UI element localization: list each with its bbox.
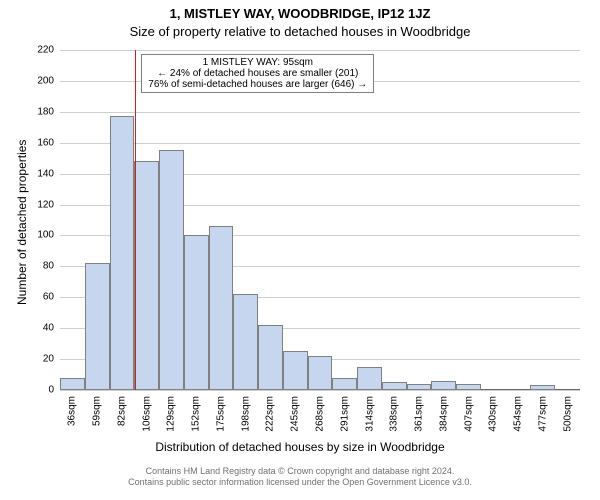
x-tick-label: 384sqm <box>438 396 449 432</box>
y-tick-label: 40 <box>43 323 54 334</box>
y-tick-label: 160 <box>37 137 54 148</box>
histogram-bar <box>209 226 234 390</box>
x-tick-label: 291sqm <box>339 396 350 432</box>
x-tick-label: 338sqm <box>389 396 400 432</box>
x-tick-label: 129sqm <box>166 396 177 432</box>
x-axis-label: Distribution of detached houses by size … <box>0 440 600 454</box>
histogram-bar <box>530 385 555 390</box>
x-tick-label: 152sqm <box>191 396 202 432</box>
x-tick-label: 500sqm <box>562 396 573 432</box>
x-tick-label: 407sqm <box>463 396 474 432</box>
annotation-line: 1 MISTLEY WAY: 95sqm <box>148 57 367 68</box>
x-tick-label: 222sqm <box>265 396 276 432</box>
y-tick-label: 0 <box>48 385 54 396</box>
histogram-bar <box>134 161 159 390</box>
plot-area: 02040608010012014016018020022036sqm59sqm… <box>60 50 580 390</box>
histogram-bar <box>159 150 184 390</box>
histogram-bar <box>283 351 308 390</box>
histogram-bar <box>184 235 209 390</box>
footer: Contains HM Land Registry data © Crown c… <box>0 466 600 489</box>
x-tick-label: 36sqm <box>67 396 78 426</box>
grid-line <box>60 143 580 144</box>
histogram-bar <box>308 356 333 390</box>
x-tick-label: 82sqm <box>116 396 127 426</box>
footer-line2: Contains public sector information licen… <box>0 477 600 488</box>
y-axis-label: Number of detached properties <box>15 140 29 305</box>
histogram-bar <box>60 378 85 390</box>
x-tick-label: 361sqm <box>414 396 425 432</box>
histogram-bar <box>258 325 283 390</box>
y-tick-label: 220 <box>37 45 54 56</box>
x-tick-label: 175sqm <box>215 396 226 432</box>
x-tick-label: 314sqm <box>364 396 375 432</box>
y-tick-label: 80 <box>43 261 54 272</box>
footer-line1: Contains HM Land Registry data © Crown c… <box>0 466 600 477</box>
y-tick-label: 20 <box>43 354 54 365</box>
y-tick-label: 180 <box>37 106 54 117</box>
histogram-bar <box>110 116 135 390</box>
x-tick-label: 454sqm <box>513 396 524 432</box>
title-address: 1, MISTLEY WAY, WOODBRIDGE, IP12 1JZ <box>0 6 600 21</box>
y-tick-label: 60 <box>43 292 54 303</box>
y-tick-label: 200 <box>37 75 54 86</box>
x-tick-label: 430sqm <box>488 396 499 432</box>
histogram-bar <box>431 381 456 390</box>
x-tick-label: 477sqm <box>537 396 548 432</box>
grid-line <box>60 50 580 51</box>
annotation-box: 1 MISTLEY WAY: 95sqm← 24% of detached ho… <box>141 54 374 93</box>
histogram-bar <box>332 378 357 390</box>
x-tick-label: 198sqm <box>240 396 251 432</box>
property-marker-line <box>135 50 136 390</box>
annotation-line: 76% of semi-detached houses are larger (… <box>148 79 367 90</box>
histogram-bar <box>407 384 432 390</box>
grid-line <box>60 112 580 113</box>
x-tick-label: 245sqm <box>290 396 301 432</box>
x-tick-label: 268sqm <box>315 396 326 432</box>
title-sub: Size of property relative to detached ho… <box>0 24 600 39</box>
histogram-bar <box>456 384 481 390</box>
annotation-line: ← 24% of detached houses are smaller (20… <box>148 68 367 79</box>
y-tick-label: 140 <box>37 168 54 179</box>
histogram-bar <box>382 382 407 390</box>
y-tick-label: 100 <box>37 230 54 241</box>
histogram-bar <box>233 294 258 390</box>
histogram-bar <box>357 367 382 390</box>
y-tick-label: 120 <box>37 199 54 210</box>
grid-line <box>60 390 580 391</box>
x-tick-label: 106sqm <box>141 396 152 432</box>
x-tick-label: 59sqm <box>92 396 103 426</box>
chart-container: 1, MISTLEY WAY, WOODBRIDGE, IP12 1JZ Siz… <box>0 0 600 500</box>
histogram-bar <box>85 263 110 390</box>
